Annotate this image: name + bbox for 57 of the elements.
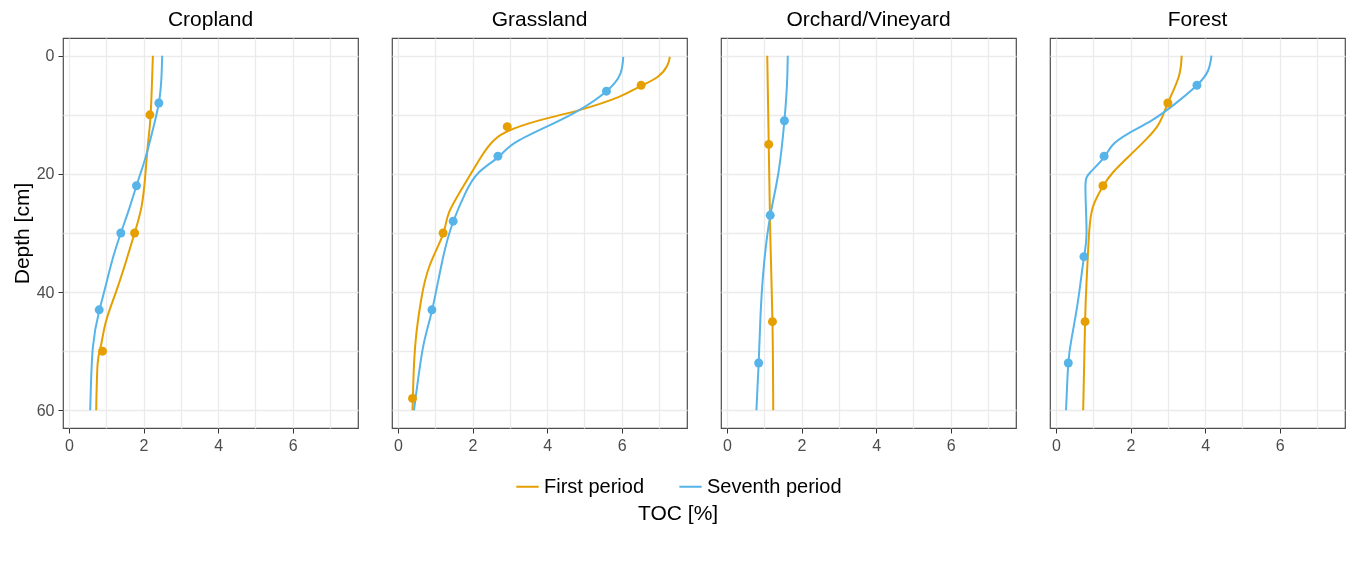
x-tick-label: 4: [543, 436, 553, 454]
x-tick-label: 6: [1275, 436, 1285, 454]
chart-title: Forest: [1167, 7, 1228, 30]
chart-title: Cropland: [167, 7, 254, 30]
x-tick-label: 2: [1126, 436, 1136, 454]
x-tick-label: 4: [1201, 436, 1211, 454]
point: [767, 317, 777, 327]
point: [448, 216, 458, 226]
point: [154, 98, 164, 108]
y-tick-label: 0: [45, 47, 55, 65]
point: [502, 122, 512, 132]
point: [130, 228, 140, 238]
point: [427, 305, 437, 315]
y-tick-label: 20: [36, 165, 55, 183]
x-tick-label: 6: [288, 436, 298, 454]
point: [438, 228, 448, 238]
x-tick-label: 6: [946, 436, 956, 454]
x-tick-label: 2: [797, 436, 807, 454]
x-tick-label: 0: [394, 436, 404, 454]
legend-label: First period: [544, 474, 645, 497]
point: [94, 305, 104, 315]
y-tick-label: 60: [36, 401, 55, 419]
point: [754, 358, 764, 368]
x-tick-label: 6: [617, 436, 627, 454]
x-tick-label: 0: [65, 436, 75, 454]
point: [765, 210, 775, 220]
point: [1079, 252, 1089, 262]
point: [636, 80, 646, 90]
point: [1080, 317, 1090, 327]
point: [98, 346, 107, 356]
x-tick-label: 0: [723, 436, 733, 454]
point: [145, 110, 155, 120]
point: [601, 86, 611, 96]
point: [1098, 181, 1108, 191]
x-tick-label: 2: [139, 436, 149, 454]
point: [408, 393, 417, 403]
point: [779, 116, 789, 126]
x-tick-label: 4: [872, 436, 882, 454]
y-axis-title: Depth [cm]: [9, 182, 33, 285]
point: [1063, 358, 1073, 368]
point: [764, 139, 774, 149]
x-axis-title: TOC [%]: [638, 501, 719, 524]
point: [116, 228, 126, 238]
y-tick-label: 40: [36, 283, 55, 301]
line-series: [89, 54, 164, 412]
x-tick-label: 0: [1052, 436, 1062, 454]
x-tick-label: 2: [468, 436, 478, 454]
point: [493, 151, 503, 161]
chart-title: Grassland: [491, 7, 588, 30]
point: [132, 181, 141, 191]
legend-label: Seventh period: [707, 474, 842, 497]
point: [1163, 98, 1173, 108]
point: [1099, 151, 1109, 161]
line-series: [95, 54, 154, 412]
chart-title: Orchard/Vineyard: [786, 7, 951, 30]
x-tick-label: 4: [214, 436, 224, 454]
point: [1192, 80, 1202, 90]
